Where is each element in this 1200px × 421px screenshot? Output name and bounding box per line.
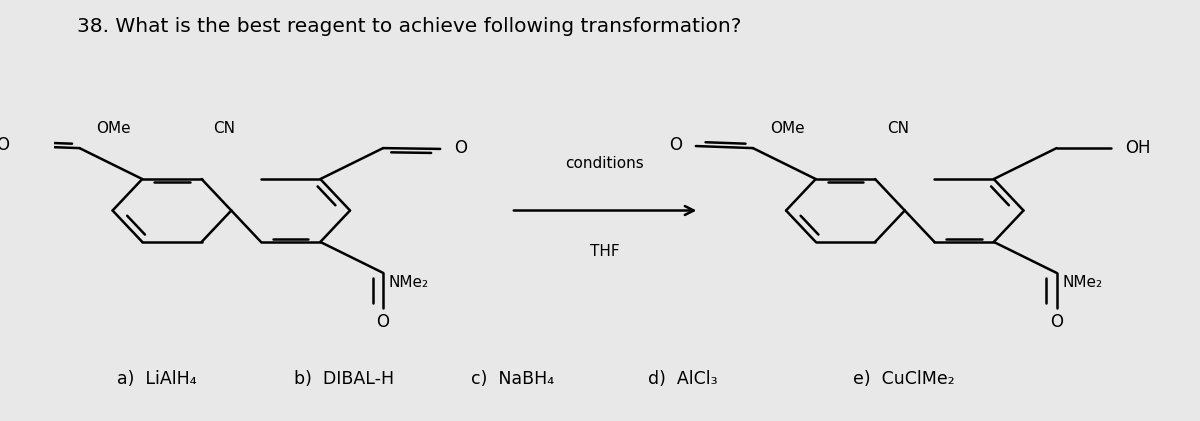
Text: O: O	[0, 136, 8, 154]
Text: CN: CN	[214, 121, 235, 136]
Text: O: O	[670, 136, 682, 154]
Text: conditions: conditions	[565, 155, 644, 171]
Text: e)  CuClMe₂: e) CuClMe₂	[853, 370, 955, 388]
Text: 38. What is the best reagent to achieve following transformation?: 38. What is the best reagent to achieve …	[77, 16, 742, 35]
Text: OH: OH	[1126, 139, 1151, 157]
Text: OMe: OMe	[770, 121, 804, 136]
Text: OMe: OMe	[96, 121, 131, 136]
Text: NMe₂: NMe₂	[389, 275, 428, 290]
Text: d)  AlCl₃: d) AlCl₃	[648, 370, 718, 388]
Text: a)  LiAlH₄: a) LiAlH₄	[118, 370, 197, 388]
Text: CN: CN	[887, 121, 908, 136]
Text: O: O	[454, 139, 467, 157]
Text: THF: THF	[589, 244, 619, 259]
Text: O: O	[377, 313, 390, 331]
Text: b)  DIBAL-H: b) DIBAL-H	[294, 370, 394, 388]
Text: c)  NaBH₄: c) NaBH₄	[472, 370, 554, 388]
Text: O: O	[1050, 313, 1063, 331]
Text: NMe₂: NMe₂	[1062, 275, 1103, 290]
